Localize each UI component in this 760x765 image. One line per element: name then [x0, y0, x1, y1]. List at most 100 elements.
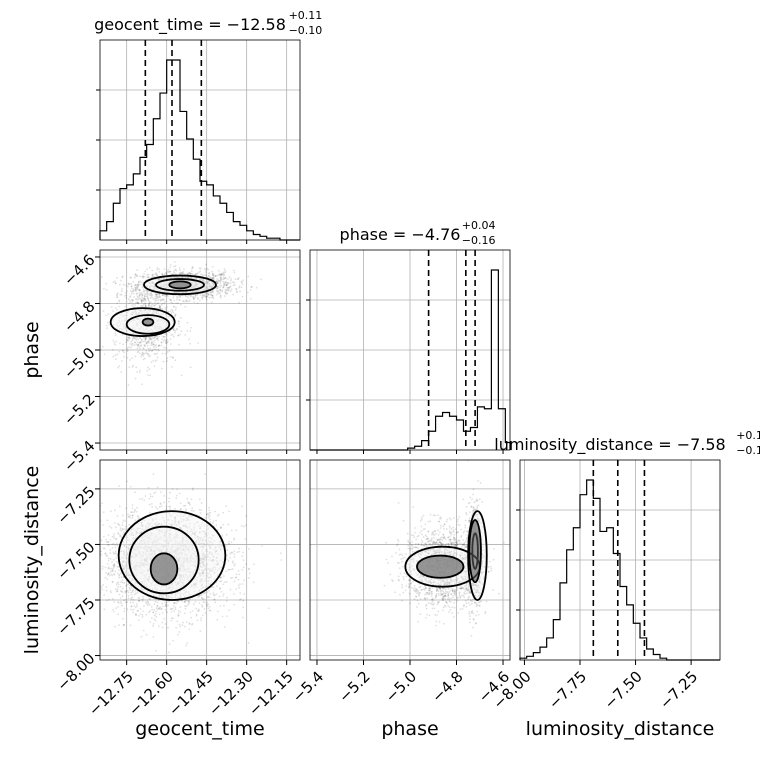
sample-point	[134, 594, 136, 596]
sample-point	[226, 581, 228, 583]
sample-point	[212, 290, 214, 292]
sample-point	[205, 517, 207, 519]
sample-point	[198, 595, 200, 597]
sample-point	[186, 621, 188, 623]
hist-title-geocent_time: geocent_time = −12.58	[94, 15, 286, 35]
sample-point	[172, 356, 174, 358]
sample-point	[172, 334, 174, 336]
sample-point	[157, 356, 159, 358]
sample-point	[108, 544, 110, 546]
sample-point	[161, 608, 163, 610]
sample-point	[106, 599, 108, 601]
sample-point	[166, 611, 168, 613]
sample-point	[200, 294, 202, 296]
sample-point	[118, 624, 120, 626]
sample-point	[209, 294, 211, 296]
sample-point	[220, 605, 222, 607]
sample-point	[127, 286, 129, 288]
sample-point	[210, 292, 212, 294]
sample-point	[148, 303, 150, 305]
sample-point	[103, 310, 105, 312]
sample-point	[118, 300, 120, 302]
sample-point	[132, 504, 134, 506]
sample-point	[149, 621, 151, 623]
sample-point	[101, 586, 103, 588]
sample-point	[186, 300, 188, 302]
sample-point	[155, 346, 157, 348]
sample-point	[131, 598, 133, 600]
sample-point	[237, 278, 239, 280]
sample-point	[114, 344, 116, 346]
hist-title-phase: phase = −4.76	[340, 225, 461, 244]
sample-point	[208, 297, 210, 299]
sample-point	[175, 265, 177, 267]
sample-point	[135, 614, 137, 616]
sample-point	[152, 625, 154, 627]
sample-point	[137, 341, 139, 343]
sample-point	[131, 605, 133, 607]
sample-point	[183, 268, 185, 270]
sample-point	[170, 301, 172, 303]
sample-point	[106, 555, 108, 557]
sample-point	[107, 541, 109, 543]
sample-point	[192, 487, 194, 489]
sample-point	[139, 283, 141, 285]
sample-point	[172, 297, 174, 299]
sample-point	[151, 617, 153, 619]
sample-point	[113, 342, 115, 344]
sample-point	[109, 539, 111, 541]
sample-point	[121, 360, 123, 362]
sample-point	[135, 343, 137, 345]
sample-point	[230, 290, 232, 292]
sample-point	[206, 298, 208, 300]
sample-point	[155, 611, 157, 613]
sample-point	[208, 272, 210, 274]
sample-point	[134, 284, 136, 286]
sample-point	[134, 289, 136, 291]
sample-point	[123, 531, 125, 533]
scatter-panel-geocent_time-phase	[90, 246, 300, 450]
sample-point	[154, 603, 156, 605]
sample-point	[133, 609, 135, 611]
sample-point	[112, 598, 114, 600]
sample-point	[228, 541, 230, 543]
sample-point	[167, 295, 169, 297]
sample-point	[140, 337, 142, 339]
sample-point	[116, 591, 118, 593]
sample-point	[199, 300, 201, 302]
sample-point	[112, 570, 114, 572]
sample-point	[130, 592, 132, 594]
sample-point	[178, 323, 180, 325]
sample-point	[130, 589, 132, 591]
hist-title-upper: +0.11	[289, 9, 323, 22]
sample-point	[163, 495, 165, 497]
sample-point	[168, 271, 170, 273]
sample-point	[148, 342, 150, 344]
sample-point	[124, 306, 126, 308]
sample-point	[176, 329, 178, 331]
sample-point	[168, 501, 170, 503]
sample-point	[132, 343, 134, 345]
sample-point	[128, 303, 130, 305]
sample-point	[114, 570, 116, 572]
sample-point	[105, 577, 107, 579]
sample-point	[131, 366, 133, 368]
sample-point	[152, 496, 154, 498]
sample-point	[155, 650, 157, 652]
sample-point	[120, 597, 122, 599]
sample-point	[147, 366, 149, 368]
sample-point	[173, 312, 175, 314]
sample-point	[181, 624, 183, 626]
sample-point	[108, 560, 110, 562]
sample-point	[136, 299, 138, 301]
sample-point	[236, 551, 238, 553]
sample-point	[226, 549, 228, 551]
sample-point	[102, 584, 104, 586]
sample-point	[116, 302, 118, 304]
sample-point	[143, 291, 145, 293]
sample-point	[103, 536, 105, 538]
sample-point	[162, 627, 164, 629]
sample-point	[125, 599, 127, 601]
sample-point	[238, 579, 240, 581]
